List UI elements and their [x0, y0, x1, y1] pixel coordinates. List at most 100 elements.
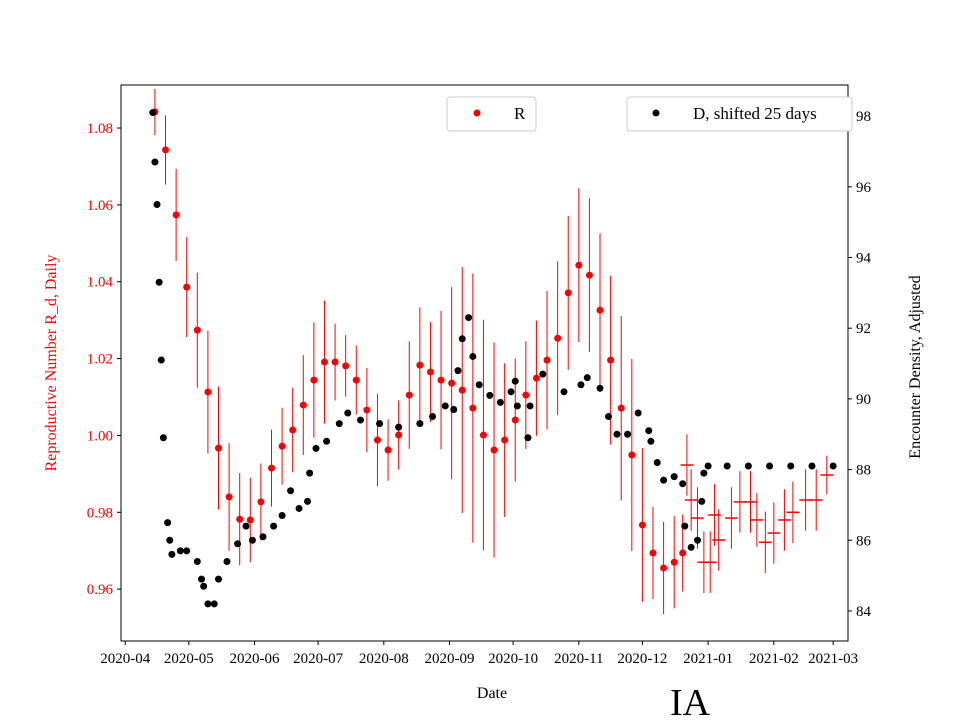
r-point: [575, 261, 583, 269]
d-point: [376, 420, 384, 428]
d-point: [475, 381, 483, 389]
r-point: [267, 464, 275, 472]
d-point: [295, 504, 303, 512]
d-point: [200, 582, 208, 590]
r-point: [405, 391, 413, 399]
d-point: [429, 413, 437, 421]
right-y-tick-label: 92: [856, 321, 871, 337]
d-point: [183, 547, 191, 555]
r-point: [501, 436, 509, 444]
right-y-tick-label: 90: [856, 392, 871, 408]
r-point: [395, 431, 403, 439]
r-point: [172, 211, 180, 219]
x-tick-label: 2020-07: [293, 651, 343, 667]
d-point: [450, 405, 458, 413]
r-point: [522, 391, 530, 399]
d-point: [577, 381, 585, 389]
right-y-tick-label: 94: [856, 250, 872, 266]
x-tick-label: 2020-04: [100, 651, 150, 667]
d-point: [604, 413, 612, 421]
d-point: [539, 370, 547, 378]
d-point: [164, 519, 172, 527]
left-y-tick-label: 1.06: [87, 198, 114, 214]
r-point: [183, 283, 191, 291]
right-y-tick-label: 98: [856, 109, 871, 125]
d-point: [242, 522, 250, 530]
r-point: [564, 289, 572, 297]
d-point: [335, 420, 343, 428]
x-tick-label: 2020-08: [359, 651, 409, 667]
r-point: [214, 444, 222, 452]
d-point: [787, 462, 795, 470]
d-point: [198, 575, 206, 583]
d-point: [653, 459, 661, 467]
left-y-axis: 0.96 0.98 1.00 1.02 1.04 1.06 1.08: [87, 121, 121, 598]
d-point: [583, 374, 591, 382]
d-point: [624, 430, 632, 438]
d-point: [634, 409, 642, 417]
d-point: [687, 543, 695, 551]
r-point: [352, 376, 360, 384]
d-point: [613, 430, 621, 438]
d-point: [465, 314, 473, 322]
d-point: [157, 356, 165, 364]
left-y-tick-label: 1.04: [87, 275, 114, 291]
d-point: [210, 600, 218, 608]
d-point: [679, 480, 687, 488]
r-point: [670, 558, 678, 566]
r-point: [585, 271, 593, 279]
left-y-tick-label: 0.96: [87, 582, 114, 598]
d-point: [660, 476, 668, 484]
d-point: [829, 462, 837, 470]
r-point: [320, 358, 328, 366]
d-point: [681, 522, 689, 530]
r-point: [342, 362, 350, 370]
r-point: [638, 521, 646, 529]
d-point: [694, 536, 702, 544]
d-point: [176, 547, 184, 555]
left-y-tick-label: 1.02: [87, 352, 113, 368]
d-point: [647, 437, 655, 445]
d-point: [645, 427, 653, 435]
d-point: [441, 402, 449, 410]
legend-d-marker: [652, 109, 660, 117]
x-tick-label: 2020-11: [554, 651, 603, 667]
r-point: [448, 379, 456, 387]
plot-frame: [120, 84, 849, 642]
r-point: [416, 361, 424, 369]
d-point: [204, 600, 212, 608]
d-point: [513, 402, 521, 410]
x-tick-label: 2021-03: [808, 651, 858, 667]
d-point: [278, 512, 286, 520]
d-point: [270, 522, 278, 530]
r-point: [225, 493, 233, 501]
right-y-tick-label: 84: [856, 604, 872, 620]
r-point: [426, 368, 434, 376]
r-point: [649, 549, 657, 557]
x-tick-label: 2020-10: [488, 651, 538, 667]
r-point: [554, 334, 562, 342]
d-point: [155, 278, 163, 286]
d-point: [526, 402, 534, 410]
r-point: [299, 401, 307, 409]
d-point: [344, 409, 352, 417]
d-point: [723, 462, 731, 470]
d-point: [323, 437, 331, 445]
d-point: [151, 158, 159, 166]
d-point: [496, 398, 504, 406]
d-point: [560, 388, 568, 396]
left-y-tick-label: 1.08: [87, 121, 113, 137]
r-point: [617, 404, 625, 412]
right-y-tick-label: 88: [856, 463, 871, 479]
r-point: [236, 515, 244, 523]
d-point: [416, 420, 424, 428]
right-y-tick-label: 96: [856, 180, 872, 196]
r-point: [596, 306, 604, 314]
d-point: [234, 540, 242, 548]
r-point: [607, 356, 615, 364]
d-point: [596, 384, 604, 392]
d-point: [306, 469, 314, 477]
d-point: [698, 497, 706, 505]
